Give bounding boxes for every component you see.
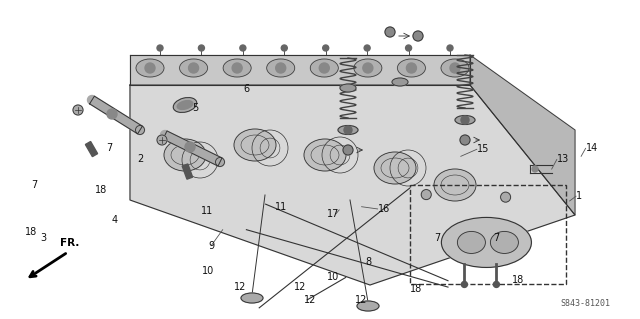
- Circle shape: [198, 45, 204, 51]
- Ellipse shape: [442, 218, 531, 267]
- Circle shape: [161, 130, 170, 139]
- Text: 1: 1: [576, 191, 582, 201]
- Ellipse shape: [234, 129, 276, 161]
- Circle shape: [107, 109, 117, 119]
- Ellipse shape: [374, 152, 416, 184]
- Text: FR.: FR.: [60, 238, 79, 248]
- Text: 12: 12: [305, 295, 317, 305]
- Circle shape: [363, 63, 373, 73]
- Text: 7: 7: [493, 233, 499, 243]
- Ellipse shape: [397, 59, 426, 77]
- Ellipse shape: [223, 59, 251, 77]
- Ellipse shape: [458, 232, 485, 253]
- Ellipse shape: [434, 169, 476, 201]
- Text: 7: 7: [31, 180, 37, 190]
- Circle shape: [406, 63, 417, 73]
- Text: 12: 12: [355, 295, 367, 305]
- Text: 18: 18: [25, 227, 37, 237]
- Circle shape: [500, 192, 511, 202]
- Text: 10: 10: [327, 272, 339, 282]
- Bar: [410, 185, 566, 284]
- Ellipse shape: [340, 84, 356, 92]
- Ellipse shape: [173, 98, 196, 112]
- Polygon shape: [85, 142, 97, 157]
- Ellipse shape: [338, 125, 358, 135]
- Ellipse shape: [310, 59, 339, 77]
- Circle shape: [450, 63, 460, 73]
- Text: 14: 14: [586, 143, 598, 153]
- Text: 15: 15: [477, 144, 489, 154]
- Text: 7: 7: [106, 143, 112, 153]
- Ellipse shape: [304, 139, 346, 171]
- Circle shape: [157, 45, 163, 51]
- Circle shape: [73, 105, 83, 115]
- Ellipse shape: [490, 232, 518, 253]
- Circle shape: [364, 45, 370, 51]
- Ellipse shape: [241, 293, 263, 303]
- Circle shape: [493, 281, 499, 287]
- Circle shape: [189, 63, 198, 73]
- Polygon shape: [163, 131, 222, 166]
- Circle shape: [157, 135, 167, 145]
- Circle shape: [447, 45, 453, 51]
- Circle shape: [282, 45, 287, 51]
- Ellipse shape: [354, 59, 382, 77]
- Circle shape: [145, 63, 155, 73]
- Text: 17: 17: [327, 209, 339, 219]
- Polygon shape: [130, 55, 470, 85]
- Text: S843-81201: S843-81201: [560, 299, 610, 308]
- Text: 7: 7: [434, 233, 440, 243]
- Ellipse shape: [455, 115, 475, 124]
- Text: 12: 12: [234, 282, 246, 292]
- Text: 9: 9: [208, 241, 214, 251]
- Ellipse shape: [357, 301, 379, 311]
- Circle shape: [461, 116, 469, 124]
- Circle shape: [216, 158, 225, 167]
- Ellipse shape: [177, 100, 193, 109]
- Ellipse shape: [136, 59, 164, 77]
- Ellipse shape: [164, 139, 206, 171]
- Circle shape: [240, 45, 246, 51]
- Circle shape: [406, 45, 412, 51]
- Ellipse shape: [441, 59, 469, 77]
- Text: 13: 13: [557, 154, 569, 165]
- Circle shape: [460, 135, 470, 145]
- Circle shape: [232, 63, 242, 73]
- Circle shape: [461, 281, 467, 287]
- Text: 18: 18: [512, 275, 524, 285]
- Circle shape: [88, 95, 97, 105]
- Text: 11: 11: [275, 202, 287, 212]
- Text: 2: 2: [138, 154, 144, 165]
- Circle shape: [344, 126, 352, 134]
- Circle shape: [421, 189, 431, 200]
- Ellipse shape: [180, 59, 207, 77]
- Ellipse shape: [267, 59, 294, 77]
- Text: 18: 18: [410, 284, 422, 294]
- Circle shape: [343, 145, 353, 155]
- Text: 4: 4: [112, 215, 118, 225]
- Text: 8: 8: [365, 256, 371, 267]
- Text: 16: 16: [378, 204, 390, 214]
- Polygon shape: [470, 55, 575, 215]
- Polygon shape: [90, 96, 142, 134]
- Polygon shape: [182, 164, 193, 179]
- Circle shape: [319, 63, 330, 73]
- Circle shape: [323, 45, 329, 51]
- Polygon shape: [130, 85, 575, 285]
- Circle shape: [532, 166, 538, 172]
- Text: 18: 18: [95, 185, 108, 195]
- Text: 3: 3: [40, 233, 46, 243]
- Text: 6: 6: [243, 84, 250, 94]
- Circle shape: [185, 142, 195, 152]
- Circle shape: [136, 125, 145, 135]
- Text: 5: 5: [192, 103, 198, 114]
- Text: 11: 11: [201, 205, 213, 216]
- Text: 10: 10: [202, 265, 214, 276]
- Circle shape: [413, 31, 423, 41]
- Circle shape: [385, 27, 395, 37]
- Circle shape: [276, 63, 285, 73]
- Text: 12: 12: [294, 282, 307, 292]
- Ellipse shape: [392, 78, 408, 86]
